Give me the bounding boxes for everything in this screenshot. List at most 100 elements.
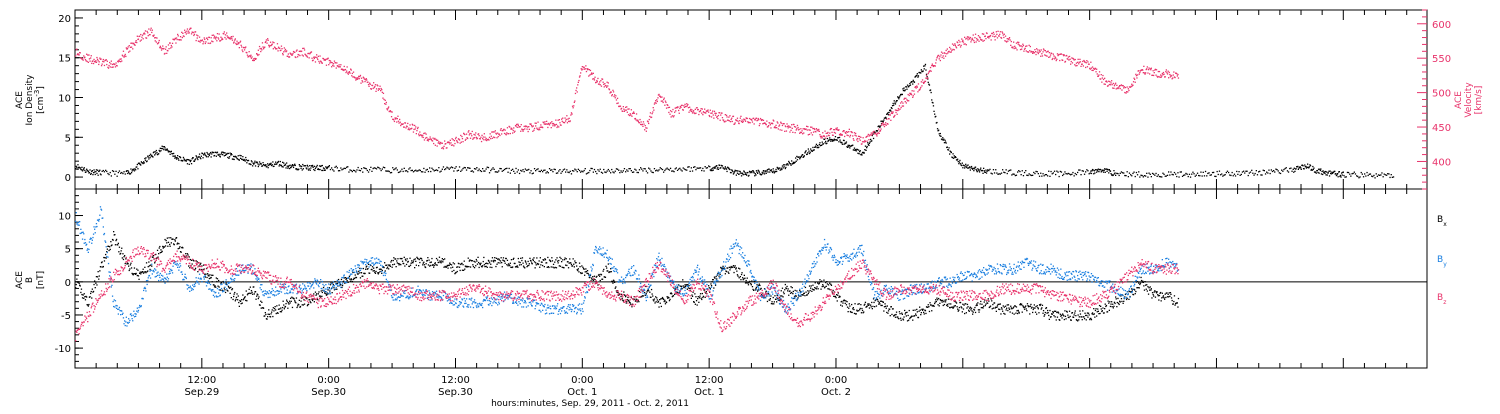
density-point — [314, 166, 315, 167]
velocity-point — [702, 114, 703, 115]
bx-point — [437, 259, 438, 260]
velocity-point — [579, 76, 580, 77]
velocity-point — [161, 49, 162, 50]
bx-point — [419, 262, 420, 263]
velocity-point — [241, 46, 242, 47]
density-point — [961, 165, 962, 166]
density-point — [1202, 175, 1203, 176]
density-point — [962, 163, 963, 164]
velocity-point — [713, 118, 714, 119]
bx-point — [375, 273, 376, 274]
density-point — [736, 170, 737, 171]
density-point — [401, 169, 402, 170]
density-point — [967, 164, 968, 165]
velocity-point — [860, 137, 861, 138]
velocity-point — [684, 104, 685, 105]
density-point — [472, 170, 473, 171]
velocity-point — [556, 124, 557, 125]
velocity-point — [366, 78, 367, 79]
density-point — [540, 171, 541, 172]
velocity-point — [906, 102, 907, 103]
density-point — [783, 164, 784, 165]
bx-point — [279, 305, 280, 306]
velocity-point — [881, 125, 882, 126]
density-point — [160, 148, 161, 149]
density-point — [857, 153, 858, 154]
velocity-point — [281, 46, 282, 47]
bottom-y-tick-label: 10 — [58, 212, 71, 223]
bx-point — [484, 264, 485, 265]
density-point — [1048, 171, 1049, 172]
bx-point — [501, 262, 502, 263]
velocity-point — [925, 81, 926, 82]
velocity-point — [963, 41, 964, 42]
velocity-point — [224, 37, 225, 38]
bx-point — [605, 277, 606, 278]
density-point — [452, 167, 453, 168]
bx-point — [611, 271, 612, 272]
velocity-point — [125, 56, 126, 57]
bx-point — [123, 259, 124, 260]
bx-point — [480, 263, 481, 264]
density-point — [1110, 171, 1111, 172]
velocity-point — [147, 32, 148, 33]
density-point — [1131, 175, 1132, 176]
density-point — [1018, 170, 1019, 171]
velocity-point — [413, 131, 414, 132]
bx-point — [268, 314, 269, 315]
bx-point — [461, 263, 462, 264]
velocity-point — [664, 105, 665, 106]
velocity-point — [657, 97, 658, 98]
velocity-point — [146, 38, 147, 39]
density-point — [511, 170, 512, 171]
density-point — [686, 170, 687, 171]
velocity-point — [797, 127, 798, 128]
density-point — [216, 156, 217, 157]
velocity-point — [180, 36, 181, 37]
density-point — [1184, 174, 1185, 175]
velocity-point — [383, 99, 384, 100]
velocity-point — [872, 133, 873, 134]
density-point — [970, 167, 971, 168]
velocity-point — [542, 127, 543, 128]
density-point — [298, 169, 299, 170]
velocity-point — [626, 110, 627, 111]
bx-point — [254, 293, 255, 294]
bx-point — [615, 286, 616, 287]
velocity-point — [1070, 64, 1071, 65]
density-point — [276, 163, 277, 164]
density-point — [634, 169, 635, 170]
density-point — [501, 168, 502, 169]
bx-point — [166, 242, 167, 243]
bx-point — [167, 238, 168, 239]
density-point — [1075, 173, 1076, 174]
density-point — [453, 170, 454, 171]
density-point — [1098, 171, 1099, 172]
velocity-point — [571, 113, 572, 114]
bx-point — [200, 264, 201, 265]
density-point — [1115, 175, 1116, 176]
velocity-point — [637, 120, 638, 121]
velocity-point — [494, 137, 495, 138]
density-point — [1062, 175, 1063, 176]
bx-point — [437, 265, 438, 266]
top-y2-tick-label: 400 — [1432, 157, 1451, 168]
velocity-point — [839, 134, 840, 135]
velocity-point — [792, 128, 793, 129]
velocity-point — [1064, 54, 1065, 55]
velocity-point — [688, 112, 689, 113]
density-point — [788, 164, 789, 165]
density-point — [903, 90, 904, 91]
density-point — [178, 160, 179, 161]
velocity-point — [867, 135, 868, 136]
velocity-point — [876, 135, 877, 136]
velocity-point — [298, 54, 299, 55]
velocity-point — [717, 116, 718, 117]
velocity-point — [682, 105, 683, 106]
velocity-point — [97, 59, 98, 60]
velocity-point — [123, 57, 124, 58]
velocity-point — [965, 38, 966, 39]
bx-point — [265, 314, 266, 315]
bx-point — [187, 253, 188, 254]
velocity-point — [499, 135, 500, 136]
